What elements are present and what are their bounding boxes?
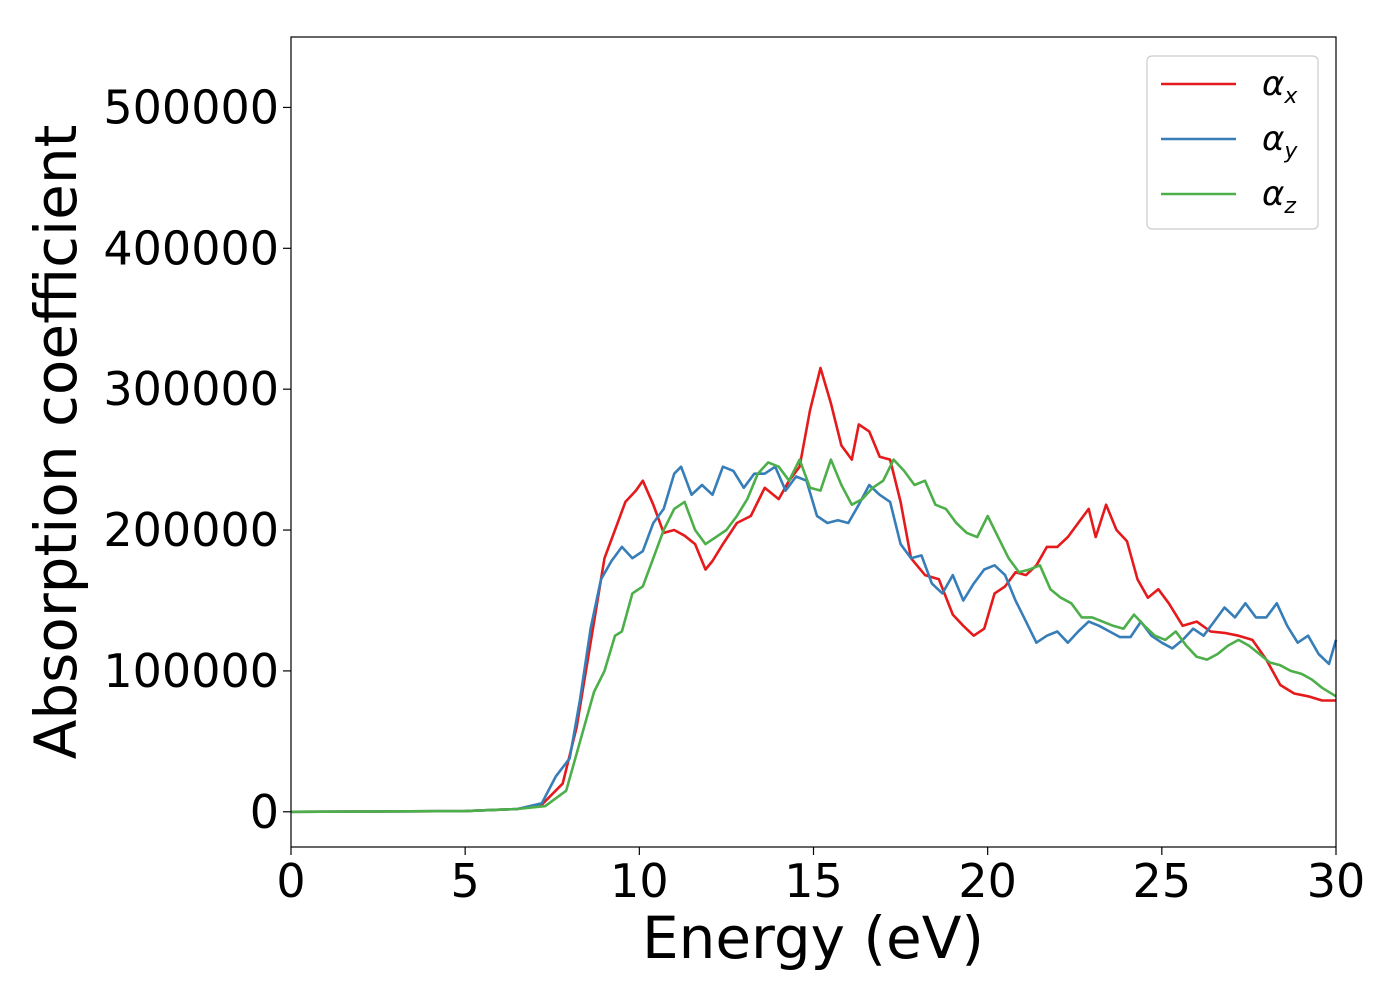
- x-tick-label: 20: [958, 854, 1017, 908]
- series-line-z: [290, 458, 1337, 814]
- y-tick-label: 500000: [103, 80, 279, 134]
- x-tick-label: 25: [1133, 854, 1192, 908]
- series-line-y: [290, 465, 1338, 814]
- legend-subscript-x: x: [1283, 84, 1298, 109]
- x-tick-label: 5: [451, 854, 480, 908]
- x-tick-label: 10: [610, 854, 669, 908]
- legend-subscript-y: y: [1283, 139, 1298, 164]
- y-tick-label: 0: [250, 785, 279, 839]
- legend-frame: [1146, 55, 1319, 230]
- y-axis-ticks: 0 100000 200000 300000 400000 500000: [103, 80, 291, 839]
- y-tick-label: 100000: [103, 644, 279, 698]
- legend-label-z: αz: [1262, 174, 1296, 219]
- y-tick-label: 200000: [103, 503, 279, 557]
- x-tick-label: 30: [1307, 854, 1366, 908]
- x-axis-ticks: 0 5 10 15 20 25 30: [276, 847, 1365, 908]
- series-layer: [290, 366, 1338, 814]
- y-axis-label: Absorption coefficient: [22, 125, 90, 760]
- y-tick-label: 400000: [103, 221, 279, 275]
- legend-subscript-z: z: [1283, 194, 1296, 219]
- y-tick-label: 300000: [103, 362, 279, 416]
- x-tick-label: 15: [784, 854, 843, 908]
- x-axis-label: Energy (eV): [642, 904, 984, 972]
- series-line-x: [290, 366, 1336, 814]
- x-tick-label: 0: [276, 854, 305, 908]
